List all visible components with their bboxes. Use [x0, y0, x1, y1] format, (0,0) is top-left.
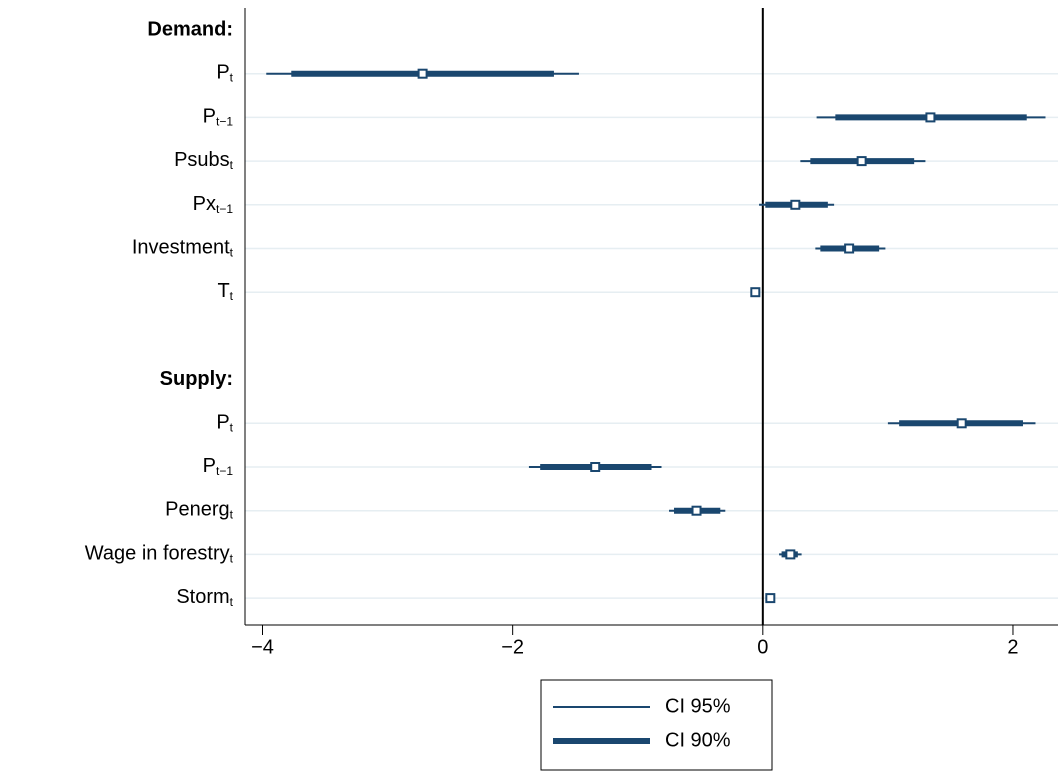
x-tick-label: 2 [1007, 636, 1018, 658]
row-label-main: P [203, 455, 216, 477]
point-estimate [691, 505, 702, 516]
point-estimate [925, 112, 936, 123]
point-estimate [785, 549, 796, 560]
legend-box [540, 679, 773, 771]
row-label-sub: t [230, 71, 234, 85]
x-tick-label: 0 [757, 636, 768, 658]
row-label-main: P [216, 62, 229, 84]
x-tick-label: −2 [501, 636, 524, 658]
point-estimate [844, 243, 855, 254]
row-label-sub: t [230, 246, 234, 260]
row-label-main: Storm [176, 586, 229, 608]
row-label-sub: t [230, 595, 234, 609]
point-estimate [750, 287, 761, 298]
point-estimate [956, 418, 967, 429]
row-label-main: Psubs [174, 149, 230, 171]
point-estimate [856, 156, 867, 167]
row-label-sub: t−1 [216, 115, 233, 129]
point-estimate [790, 199, 801, 210]
row-label-sub: t−1 [216, 202, 233, 216]
row-label: Pxt−1 [193, 193, 234, 216]
row-label-sub: t−1 [216, 464, 233, 478]
row-label: Pt [216, 62, 233, 85]
row-label: Pt−1 [203, 455, 234, 478]
x-tick-label: −4 [251, 636, 274, 658]
row-label: Wage in forestryt [85, 543, 234, 566]
row-label-main: Investment [132, 237, 230, 259]
row-label: Investmentt [132, 237, 234, 260]
row-label-sub: t [230, 158, 234, 172]
point-estimate [590, 462, 601, 472]
legend-label: CI 95% [665, 695, 731, 717]
row-label-main: Px [193, 193, 216, 215]
row-label-sub: t [230, 508, 234, 522]
row-label-main: P [216, 412, 229, 434]
row-label-main: P [203, 106, 216, 128]
row-label-main: Wage in forestry [85, 543, 230, 565]
point-estimate [765, 593, 776, 604]
row-label: Penergt [165, 499, 234, 522]
row-label-sub: t [230, 420, 234, 434]
row-label-main: Penerg [165, 499, 230, 521]
row-label: Psubst [174, 149, 234, 172]
row-label: Pt−1 [203, 106, 234, 129]
row-label-main: T [217, 280, 229, 302]
row-label: Tt [217, 280, 233, 303]
group-header: Demand: [147, 18, 233, 40]
row-label: Stormt [176, 586, 233, 609]
point-estimate [417, 68, 428, 79]
group-header: Supply: [160, 368, 233, 390]
row-label-sub: t [230, 552, 234, 566]
row-label-sub: t [230, 289, 234, 303]
row-label: Pt [216, 412, 233, 435]
legend-label: CI 90% [665, 729, 731, 751]
